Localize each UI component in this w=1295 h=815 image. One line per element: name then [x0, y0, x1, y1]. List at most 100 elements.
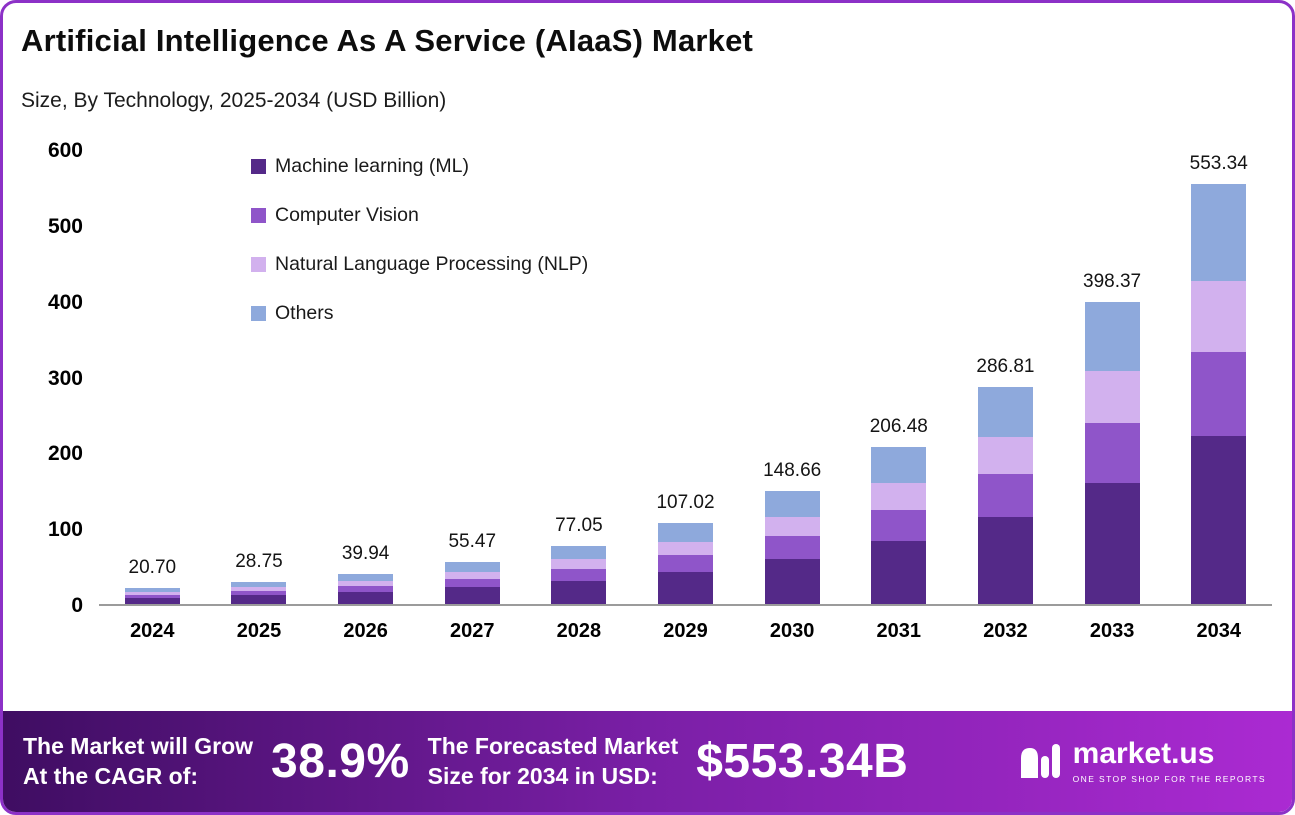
bar-total-label: 39.94 [341, 542, 390, 564]
forecast-value: $553.34B [696, 735, 909, 788]
bar-segment [1191, 184, 1247, 281]
stacked-bar [871, 447, 927, 604]
bar-segment [1084, 301, 1140, 372]
chart-row: 0 100 200 300 400 500 600 20.70 28.75 39.94 55.47… [3, 140, 1272, 617]
bar-group: 286.81 [952, 356, 1059, 604]
bar-segment [551, 568, 607, 581]
footer-banner: The Market will Grow At the CAGR of: 38.… [3, 711, 1292, 812]
bar-segment [551, 559, 607, 569]
bar-segment [231, 582, 287, 588]
forecast-label: The Forecasted Market Size for 2034 in U… [427, 733, 679, 789]
bar-total-label: 20.70 [128, 557, 177, 579]
bar-segment [124, 588, 180, 592]
bar-total-label: 107.02 [656, 491, 715, 513]
stacked-bar [658, 522, 714, 604]
bar-segment [871, 447, 927, 484]
brand-name: market.us [1072, 737, 1215, 770]
bar-segment [1084, 422, 1140, 484]
legend-swatch-icon [251, 257, 266, 272]
stacked-bar [1084, 301, 1140, 604]
stacked-bar [551, 545, 607, 604]
stacked-bar [124, 588, 180, 604]
bar-segment [764, 536, 820, 559]
stacked-bar [977, 386, 1033, 604]
bar-segment [338, 591, 394, 604]
chart-section: 0 100 200 300 400 500 600 20.70 28.75 39.94 55.47… [3, 113, 1292, 711]
bar-segment [444, 571, 500, 579]
x-axis-year-label: 2025 [236, 620, 282, 642]
bar-segment [124, 594, 180, 598]
stacked-bar [764, 491, 820, 604]
bar-segment [1191, 436, 1247, 604]
bar-group: 553.34 [1165, 153, 1272, 604]
x-axis-year-label: 2024 [130, 620, 175, 642]
x-axis-year-label: 2028 [556, 620, 602, 642]
bar-group: 107.02 [632, 492, 739, 604]
legend-item: Machine learning (ML) [251, 155, 588, 178]
legend-swatch-icon [251, 208, 266, 223]
bar-group: 55.47 [419, 531, 526, 604]
y-tick-label: 300 [47, 366, 83, 390]
bar-total-label: 286.81 [976, 355, 1035, 377]
bar-segment [444, 578, 500, 588]
bar-segment [1084, 371, 1140, 423]
bar-group: 77.05 [526, 515, 633, 604]
bar-segment [231, 587, 287, 591]
legend: Machine learning (ML) Computer Vision Natu… [251, 155, 588, 325]
bar-segment [764, 491, 820, 518]
bar-segment [977, 517, 1033, 604]
bar-total-label: 148.66 [763, 460, 822, 482]
legend-item: Others [251, 302, 588, 325]
bar-segment [1191, 352, 1247, 437]
stacked-bar [1191, 184, 1247, 604]
bar-segment [124, 597, 180, 604]
y-tick-label: 100 [47, 518, 83, 542]
brand-tagline: ONE STOP SHOP FOR THE REPORTS [1072, 774, 1266, 784]
bar-segment [1191, 280, 1247, 353]
bar-segment [338, 573, 394, 581]
chart-subtitle: Size, By Technology, 2025-2034 (USD Bill… [21, 89, 447, 112]
y-tick-label: 400 [47, 290, 83, 314]
bar-segment [124, 591, 180, 595]
bar-total-label: 398.37 [1083, 270, 1142, 292]
x-axis-year-label: 2034 [1196, 620, 1241, 642]
bar-segment [764, 558, 820, 604]
bar-segment [658, 522, 714, 542]
cagr-value: 38.9% [271, 735, 410, 788]
marketus-logo-icon [1017, 742, 1063, 782]
legend-item: Computer Vision [251, 204, 588, 227]
plot-area: 20.70 28.75 39.94 55.47 77.05 107.02 148.66 206… [99, 151, 1272, 606]
y-tick-label: 600 [47, 139, 83, 162]
bar-segment [871, 541, 927, 604]
bar-segment [1084, 483, 1140, 604]
x-axis-labels: 2024 2025 2026 2027 2028 2029 2030 2031 2032 2033… [99, 606, 1272, 643]
bar-segment [231, 590, 287, 596]
bar-segment [338, 585, 394, 592]
bar-total-label: 55.47 [448, 530, 497, 552]
chart-header: Artificial Intelligence As A Service (AI… [3, 3, 1292, 113]
bar-group: 398.37 [1059, 271, 1166, 604]
legend-label: Computer Vision [275, 204, 419, 226]
y-tick-label: 0 [71, 594, 83, 617]
legend-swatch-icon [251, 159, 266, 174]
bar-group: 20.70 [99, 557, 206, 604]
x-axis-year-label: 2027 [449, 620, 495, 642]
bars-container: 20.70 28.75 39.94 55.47 77.05 107.02 148.66 206… [99, 151, 1272, 604]
bar-segment [551, 545, 607, 560]
cagr-label: The Market will Grow At the CAGR of: [23, 733, 254, 789]
x-axis-year-label: 2031 [876, 620, 922, 642]
bar-segment [551, 580, 607, 604]
bar-group: 28.75 [206, 551, 313, 604]
legend-label: Machine learning (ML) [275, 155, 470, 177]
bar-segment [444, 561, 500, 572]
bar-total-label: 28.75 [235, 551, 283, 573]
bar-group: 39.94 [312, 543, 419, 604]
stacked-bar [231, 582, 287, 604]
brand-logo-link[interactable]: market.us ONE STOP SHOP FOR THE REPORTS [1017, 739, 1266, 784]
bar-segment [764, 517, 820, 537]
bar-group: 206.48 [845, 416, 952, 604]
x-axis-year-label: 2030 [769, 620, 815, 642]
y-tick-label: 200 [47, 442, 83, 466]
legend-swatch-icon [251, 306, 266, 321]
